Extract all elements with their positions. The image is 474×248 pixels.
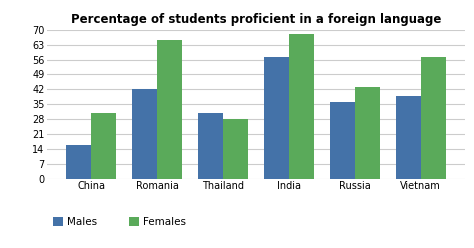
Bar [330, 102, 355, 179]
Bar [289, 34, 314, 179]
Bar [355, 87, 380, 179]
Bar [91, 113, 117, 179]
Title: Percentage of students proficient in a foreign language: Percentage of students proficient in a f… [71, 13, 441, 26]
Bar [420, 57, 446, 179]
Bar [132, 89, 157, 179]
Bar [157, 40, 182, 179]
Bar [395, 96, 420, 179]
Legend: Males, Females: Males, Females [53, 217, 186, 227]
Bar [198, 113, 223, 179]
Bar [264, 57, 289, 179]
Bar [66, 145, 91, 179]
Bar [223, 119, 248, 179]
